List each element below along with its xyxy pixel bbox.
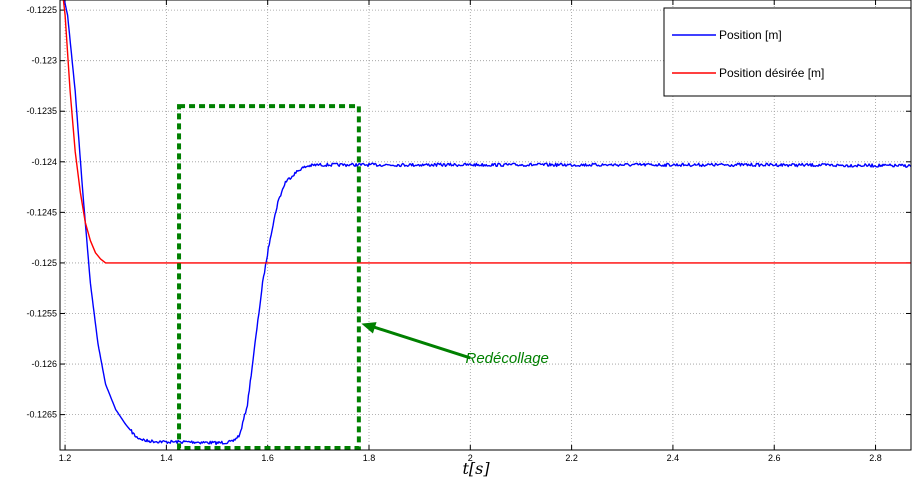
annotation-layer: Redécollage — [177, 104, 549, 450]
x-tick-label: 2.4 — [667, 453, 680, 463]
y-tick-label: -0.1255 — [26, 308, 57, 318]
y-tick-label: -0.1245 — [26, 207, 57, 217]
y-tick-label: -0.126 — [31, 359, 57, 369]
x-axis-label: t[s] — [462, 459, 490, 478]
y-tick-label: -0.1235 — [26, 106, 57, 116]
highlight-box — [177, 104, 361, 450]
x-tick-label: 2 — [468, 453, 473, 463]
plot-frame — [59, 0, 912, 451]
x-tick-label: 1.8 — [363, 453, 376, 463]
axis-ticks: 1.2 1.4 1.6 1.8 2 2.2 2.4 2.6 2.8 -0.1225 -0.123 -0… — [26, 0, 911, 463]
annotation-arrow — [368, 324, 471, 360]
y-tick-label: -0.1225 — [26, 5, 57, 15]
legend-box — [663, 7, 912, 97]
x-tick-label: 1.2 — [59, 453, 72, 463]
x-tick-label: 2.8 — [869, 453, 882, 463]
x-tick-label: 2.2 — [565, 453, 578, 463]
y-tick-label: -0.124 — [31, 157, 57, 167]
legend: Position [m] Position désirée [m] — [663, 7, 912, 97]
x-tick-label: 2.6 — [768, 453, 781, 463]
x-tick-label: 1.4 — [160, 453, 173, 463]
series-line-position-desiree — [62, 0, 911, 264]
series-layer — [62, 0, 911, 446]
series-line-position — [63, 0, 911, 446]
y-tick-label: -0.125 — [31, 258, 57, 268]
x-tick-label: 1.6 — [261, 453, 274, 463]
y-tick-label: -0.123 — [31, 56, 57, 66]
legend-entry-label: Position [m] — [719, 28, 782, 42]
annotation-label: Redécollage — [466, 350, 549, 367]
legend-entry-label: Position désirée [m] — [719, 66, 824, 80]
y-tick-label: -0.1265 — [26, 410, 57, 420]
annotation-arrowhead — [361, 322, 377, 334]
